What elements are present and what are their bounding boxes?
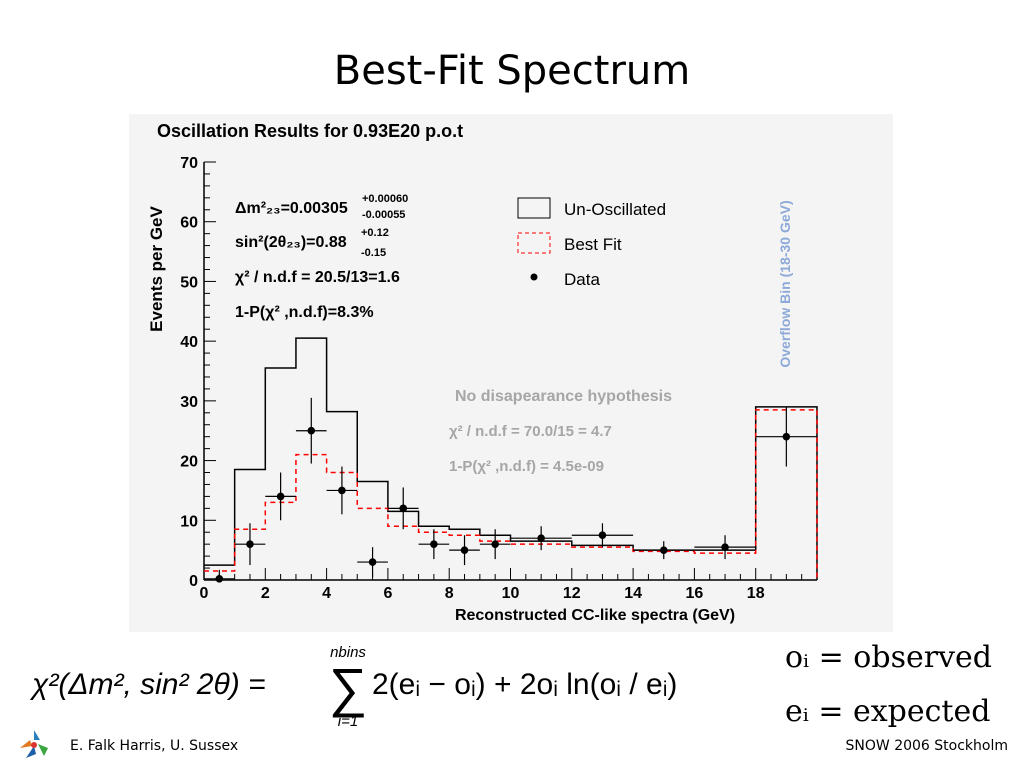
no-disappearance-probability: 1-P(χ² ,n.d.f) = 4.5e-09: [449, 458, 604, 475]
chi2-formula: χ²(Δm², sin² 2θ) = nbins ∑ i=1 2(eᵢ − oᵢ…: [29, 640, 730, 730]
y-tick-label: 30: [180, 394, 198, 411]
histogram-chart: Oscillation Results for 0.93E20 p.o.t Ev…: [129, 114, 893, 632]
series-layer: [204, 337, 818, 583]
x-tick-label: 4: [322, 585, 331, 602]
legend-label-unoscillated: Un-Oscillated: [564, 200, 666, 219]
data-point-marker: [338, 486, 346, 495]
data-point: [418, 529, 450, 560]
legend: Un-Oscillated Best Fit Data: [517, 197, 666, 289]
definition-expected: eᵢ = expected: [785, 694, 991, 729]
fit-chi2: χ² / n.d.f = 20.5/13=1.6: [235, 269, 400, 286]
fit-sin-upper: +0.12: [361, 227, 389, 239]
data-point-marker: [399, 504, 408, 513]
y-tick-label: 40: [180, 334, 198, 351]
data-point-marker: [460, 546, 469, 554]
data-point: [571, 523, 634, 548]
plot-panel: Oscillation Results for 0.93E20 p.o.t Ev…: [129, 114, 893, 632]
snow-logo-icon: [14, 726, 54, 762]
plot-background: [129, 114, 893, 632]
chart-title: Oscillation Results for 0.93E20 p.o.t: [157, 121, 463, 141]
data-point-marker: [430, 540, 438, 548]
y-tick-label: 70: [180, 155, 198, 172]
data-point-marker: [307, 426, 316, 435]
chi2-formula-graphic: χ²(Δm², sin² 2θ) = nbins ∑ i=1 2(eᵢ − oᵢ…: [29, 644, 677, 730]
no-disappearance-chi2: χ² / n.d.f = 70.0/15 = 4.7: [449, 423, 612, 440]
formula-sum-lower: i=1: [338, 713, 358, 730]
data-point: [234, 523, 266, 566]
legend-swatch-data: [530, 273, 538, 281]
fit-dm-main: Δm²₂₃=0.00305: [235, 200, 348, 217]
x-tick-label: 6: [383, 585, 392, 602]
definition-observed: oᵢ = observed: [785, 640, 992, 675]
data-point: [295, 397, 327, 464]
y-tick-label: 50: [180, 274, 198, 291]
x-tick-label: 2: [261, 585, 270, 602]
fit-results-box: Δm²₂₃=0.00305 +0.00060 -0.00055 sin²(2θ₂…: [235, 193, 408, 321]
legend-swatch-unoscillated: [517, 197, 551, 219]
y-tick-label: 10: [180, 513, 198, 530]
x-tick-label: 12: [563, 585, 581, 602]
data-point: [326, 466, 358, 515]
slide-title: Best-Fit Spectrum: [333, 48, 691, 94]
data-point: [479, 529, 511, 560]
data-point-marker: [782, 432, 791, 441]
data-point-marker: [215, 575, 224, 583]
formula-sum-upper: nbins: [330, 644, 366, 661]
data-point: [387, 487, 419, 530]
formula-lhs: χ²(Δm², sin² 2θ) =: [30, 668, 266, 701]
fit-probability: 1-P(χ² ,n.d.f)=8.3%: [235, 304, 374, 321]
fit-dm-upper: +0.00060: [362, 193, 408, 205]
data-point: [510, 526, 572, 551]
y-tick-label: 20: [180, 454, 198, 471]
data-point: [449, 535, 480, 566]
data-point: [204, 569, 235, 583]
data-point: [694, 535, 756, 560]
data-point-marker: [598, 531, 607, 540]
no-disappearance-box: No disapearance hypothesis χ² / n.d.f = …: [449, 388, 672, 475]
data-point: [265, 472, 296, 521]
x-tick-label: 16: [686, 585, 704, 602]
variable-definitions: oᵢ = observed eᵢ = expected: [785, 640, 1015, 735]
y-axis-label: Events per GeV: [147, 206, 166, 332]
overflow-bin-label: Overflow Bin (18-30 GeV): [777, 200, 793, 367]
legend-label-bestfit: Best Fit: [564, 235, 622, 254]
legend-swatch-bestfit: [517, 232, 551, 254]
bestfit-histogram: [204, 409, 818, 580]
x-tick-label: 0: [200, 585, 209, 602]
footer-author: E. Falk Harris, U. Sussex: [70, 738, 239, 754]
data-point-marker: [246, 540, 254, 548]
data-point: [633, 541, 695, 560]
x-tick-label: 18: [747, 585, 765, 602]
no-disappearance-title: No disapearance hypothesis: [455, 388, 672, 405]
data-point-marker: [721, 543, 729, 551]
x-tick-label: 10: [502, 585, 520, 602]
data-point-marker: [537, 534, 545, 542]
formula-rhs: 2(eᵢ − oᵢ) + 2oᵢ ln(oᵢ / eᵢ): [372, 668, 677, 701]
data-point: [357, 547, 388, 578]
x-tick-label: 8: [445, 585, 454, 602]
fit-sin-main: sin²(2θ₂₃)=0.88: [235, 234, 347, 251]
y-tick-label: 0: [189, 573, 198, 590]
data-point-marker: [659, 546, 668, 554]
x-axis-label: Reconstructed CC-like spectra (GeV): [455, 607, 735, 624]
x-tick-label: 14: [624, 585, 642, 602]
axes: 0 10 20 30 40 50 60 70 0 2 4 6 8 10 12 14 16 18: [180, 155, 817, 602]
fit-dm-lower: -0.00055: [362, 209, 405, 221]
data-point-marker: [276, 492, 285, 501]
fit-sin-lower: -0.15: [361, 247, 386, 259]
formula-sigma: ∑: [329, 658, 368, 718]
data-point-marker: [368, 558, 377, 566]
y-tick-label: 60: [180, 215, 198, 232]
footer-conference: SNOW 2006 Stockholm: [845, 738, 1008, 754]
data-point-marker: [491, 540, 499, 548]
legend-label-data: Data: [564, 270, 600, 289]
data-point: [755, 406, 817, 467]
